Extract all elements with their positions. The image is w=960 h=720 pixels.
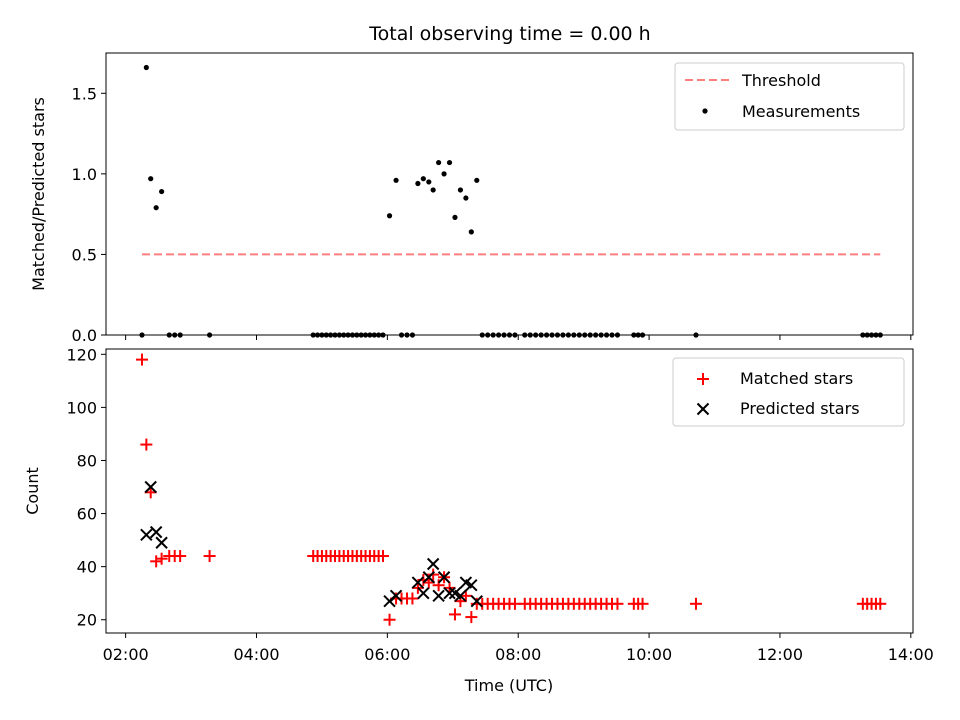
predicted-star-point	[149, 525, 163, 539]
legend-matched-marker	[697, 373, 709, 385]
count-y-ticks: 20 40 60 80 100 120	[66, 345, 106, 630]
predicted-star-point	[144, 480, 157, 494]
measurement-points	[139, 64, 883, 338]
matched-star-point	[150, 555, 163, 568]
predicted-star-point	[389, 589, 403, 603]
matched-star-point	[611, 597, 624, 610]
measurement-point	[159, 188, 165, 195]
legend-predicted-label: Predicted stars	[740, 399, 860, 418]
chart-title: Total observing time = 0.00 h	[368, 23, 650, 45]
count-y-tick-label: 100	[66, 398, 97, 417]
measurement-point	[430, 187, 436, 193]
measurement-point	[393, 177, 399, 183]
matched-star-point	[874, 597, 887, 610]
x-tick-label: 14:00	[888, 645, 934, 664]
measurement-point	[452, 214, 458, 220]
x-tick-label: 04:00	[233, 645, 279, 664]
measurement-point	[463, 195, 469, 201]
predicted-star-point	[417, 586, 430, 600]
predicted-star-point	[422, 571, 436, 584]
matched-star-point	[406, 592, 419, 605]
matched-star-point	[448, 608, 461, 621]
measurement-point	[446, 159, 453, 166]
predicted-star-point	[454, 589, 467, 603]
count-legend-box	[672, 357, 905, 427]
matched-star-point	[383, 613, 396, 626]
count-y-axis-label: Count	[23, 467, 42, 515]
measurement-point	[386, 213, 393, 219]
predicted-star-point	[155, 536, 168, 549]
predicted-star-point	[432, 589, 445, 603]
count-y-tick-label: 80	[77, 451, 97, 470]
measurement-point	[436, 159, 442, 166]
ratio-legend-box	[674, 62, 905, 131]
ratio-y-axis-label: Matched/Predicted stars	[29, 97, 48, 291]
legend-threshold-label: Threshold	[741, 71, 821, 90]
predicted-star-point	[443, 586, 456, 600]
matched-star-point	[155, 552, 168, 565]
matched-star-point	[689, 597, 702, 610]
legend-measurements-label: Measurements	[742, 102, 860, 121]
count-y-tick-label: 60	[77, 505, 97, 524]
ratio-y-tick-label: 0.5	[72, 245, 97, 264]
matched-star-point	[459, 589, 472, 602]
predicted-star-point	[470, 594, 483, 608]
matched-star-point	[427, 568, 440, 581]
measurement-point	[426, 179, 432, 185]
count-panel: 20 40 60 80 100 120 02:00 04:00 06:00 08:00 10:00…	[23, 345, 934, 695]
measurement-point	[441, 171, 447, 177]
count-y-tick-label: 40	[77, 558, 97, 577]
x-tick-label: 12:00	[757, 645, 803, 664]
count-plot-frame	[105, 348, 914, 634]
measurement-point	[153, 205, 159, 211]
legend-predicted-marker	[696, 402, 710, 416]
ratio-y-tick-label: 1.5	[72, 84, 97, 103]
legend-predicted-swatch	[696, 402, 710, 416]
predicted-star-point	[140, 528, 153, 542]
x-tick-label: 08:00	[495, 645, 541, 664]
measurement-point	[457, 187, 464, 193]
matched-star-point	[174, 550, 187, 563]
x-tick-label: 06:00	[364, 645, 410, 664]
measurement-point	[148, 176, 154, 182]
count-y-tick-label: 120	[66, 345, 97, 364]
matched-star-point	[465, 611, 478, 624]
predicted-star-point	[426, 557, 440, 571]
predicted-stars-points	[140, 480, 483, 608]
predicted-star-point	[411, 576, 425, 589]
x-tick-label: 02:00	[103, 645, 149, 664]
matched-star-point	[203, 550, 216, 563]
measurement-point	[415, 180, 421, 187]
matched-star-point	[432, 579, 445, 592]
measurement-point	[474, 177, 480, 183]
x-axis-label: Time (UTC)	[464, 676, 553, 695]
matched-star-point	[636, 597, 649, 610]
ratio-y-tick-label: 1.0	[72, 165, 97, 184]
ratio-plot-frame	[105, 52, 914, 336]
legend-measurements-swatch	[702, 108, 708, 114]
x-tick-label: 10:00	[626, 645, 672, 664]
count-x-ticks: 02:00 04:00 06:00 08:00 10:00 12:00 14:00	[103, 633, 934, 664]
measurement-point	[468, 229, 474, 235]
legend-matched-label: Matched stars	[740, 369, 853, 388]
matched-star-point	[140, 438, 153, 451]
predicted-star-point	[437, 571, 451, 584]
ratio-y-tick-label: 0.0	[72, 326, 97, 345]
measurement-point	[420, 176, 426, 182]
count-y-tick-label: 20	[77, 611, 97, 630]
count-legend: Matched stars Predicted stars	[672, 357, 905, 427]
ratio-legend: Threshold Measurements	[674, 62, 905, 131]
legend-matched-swatch	[697, 373, 709, 385]
predicted-star-point	[465, 579, 478, 592]
matched-star-point	[376, 550, 389, 563]
ratio-x-ticks	[125, 335, 912, 340]
ratio-y-ticks: 0.0 0.5 1.0 1.5	[72, 84, 106, 345]
ratio-panel: 0.0 0.5 1.0 1.5 Matched/Predicted stars Thr…	[29, 52, 914, 345]
matched-star-point	[135, 353, 148, 366]
measurement-point	[143, 64, 149, 71]
